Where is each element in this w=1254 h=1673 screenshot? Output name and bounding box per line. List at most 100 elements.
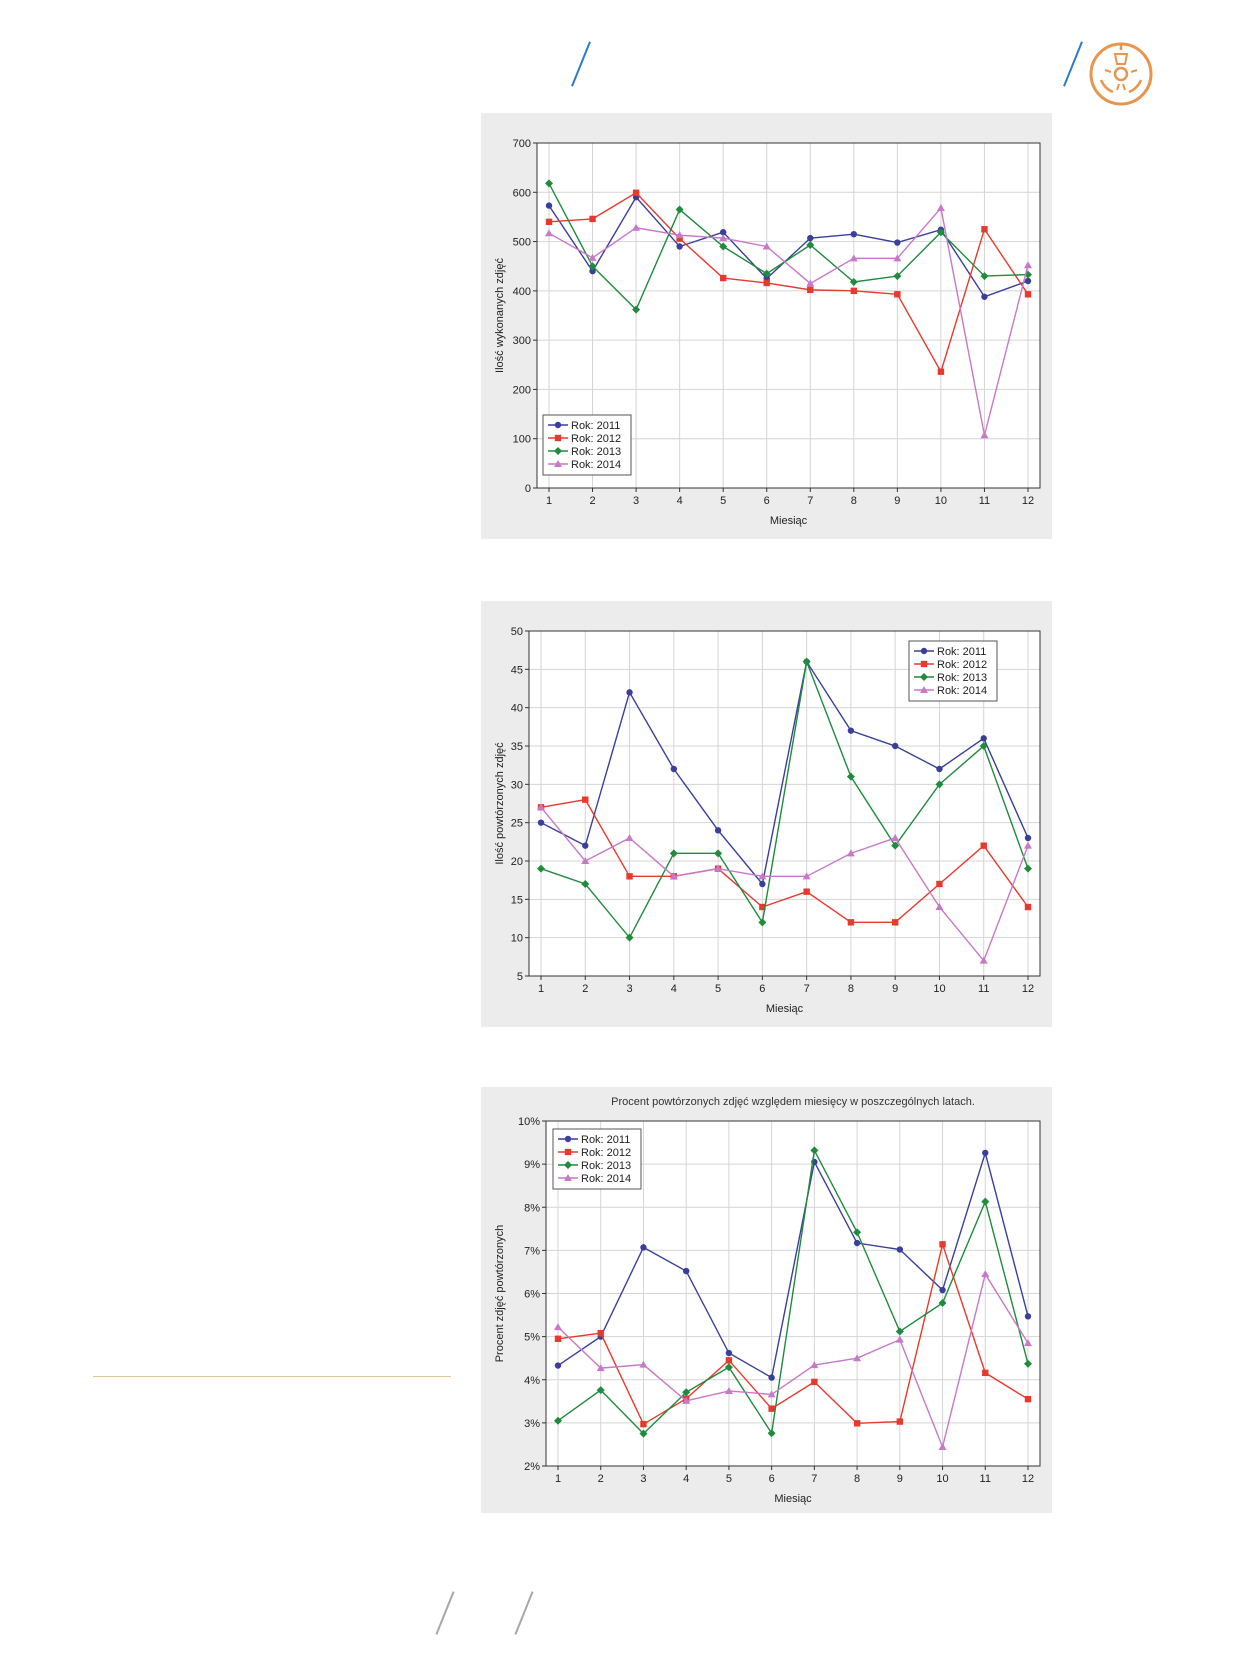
data-point xyxy=(762,242,771,250)
data-point xyxy=(891,841,900,850)
data-point xyxy=(759,880,766,888)
legend-label: Rok: 2014 xyxy=(571,459,621,471)
y-tick-label: 700 xyxy=(513,138,531,150)
data-point xyxy=(895,1335,904,1343)
x-tick-label: 3 xyxy=(640,1473,646,1485)
x-axis-label: Miesiąc xyxy=(770,515,808,527)
legend-swatch-marker xyxy=(554,447,562,455)
legend-label: Rok: 2012 xyxy=(937,659,987,671)
radiation-gear-icon xyxy=(1087,40,1155,108)
data-point xyxy=(893,272,902,281)
x-tick-label: 5 xyxy=(720,495,726,507)
data-point xyxy=(768,1405,775,1412)
data-point xyxy=(981,1270,990,1278)
y-tick-label: 5% xyxy=(524,1332,540,1344)
data-point xyxy=(719,229,727,236)
data-point xyxy=(806,279,815,287)
data-point xyxy=(639,1429,648,1438)
y-tick-label: 6% xyxy=(524,1289,540,1301)
legend-swatch-marker xyxy=(554,421,562,429)
legend-label: Rok: 2013 xyxy=(581,1160,631,1172)
data-point xyxy=(768,1374,775,1381)
series-2014 xyxy=(554,1270,1032,1451)
data-point xyxy=(982,1149,989,1157)
data-point xyxy=(981,293,988,300)
data-point xyxy=(1024,261,1032,269)
legend-label: Rok: 2011 xyxy=(571,420,620,432)
header-slash-right xyxy=(1063,41,1083,87)
data-point xyxy=(759,903,766,911)
legend-swatch-marker xyxy=(564,1135,572,1143)
x-tick-label: 8 xyxy=(848,983,854,995)
data-point xyxy=(719,242,728,251)
data-point xyxy=(847,919,855,926)
data-point xyxy=(719,234,728,242)
x-tick-label: 7 xyxy=(804,983,810,995)
series-line xyxy=(548,191,1029,374)
x-tick-label: 2 xyxy=(589,495,595,507)
x-axis-label: Miesiąc xyxy=(766,1003,804,1015)
y-tick-label: 9% xyxy=(524,1159,540,1171)
series-line xyxy=(540,659,1029,886)
data-point xyxy=(682,1388,691,1397)
series-2013 xyxy=(545,179,1032,314)
header-slash-left xyxy=(571,41,591,87)
data-point xyxy=(1024,270,1032,279)
x-tick-label: 3 xyxy=(626,983,632,995)
data-point xyxy=(1024,841,1032,849)
legend-swatch-marker xyxy=(564,1148,572,1156)
legend-label: Rok: 2012 xyxy=(571,433,621,445)
data-point xyxy=(682,1267,690,1275)
y-tick-label: 20 xyxy=(511,856,523,868)
chart-panel-repeat-percentage: 2% 3% 4% 5% 6% 7% 8% 9% 10% 1 2 3 4 5 6 7 8 9 10 11 12 Miesią… xyxy=(481,1087,1052,1513)
data-point xyxy=(939,1241,946,1248)
y-tick-label: 0 xyxy=(525,483,531,495)
series-line xyxy=(540,806,1029,963)
x-tick-label: 2 xyxy=(582,983,588,995)
x-tick-label: 6 xyxy=(764,495,770,507)
data-point xyxy=(1024,864,1032,873)
data-point xyxy=(589,215,596,223)
x-tick-label: 12 xyxy=(1022,495,1034,507)
y-tick-label: 10 xyxy=(511,933,523,945)
data-point xyxy=(596,1364,605,1372)
data-point xyxy=(853,1420,861,1427)
x-tick-label: 6 xyxy=(769,1473,775,1485)
y-tick-label: 2% xyxy=(524,1461,540,1473)
data-point xyxy=(981,226,988,233)
data-point xyxy=(981,1197,990,1206)
data-point xyxy=(545,179,553,188)
x-tick-label: 5 xyxy=(715,983,721,995)
x-tick-label: 11 xyxy=(978,983,989,995)
data-point xyxy=(982,1369,989,1377)
y-tick-label: 3% xyxy=(524,1418,540,1430)
legend-swatch-marker xyxy=(920,673,928,681)
data-point xyxy=(895,1327,904,1336)
section-separator xyxy=(93,1376,451,1377)
y-axis-label: Procent zdjęć powtórzonych xyxy=(494,1225,506,1363)
y-tick-label: 500 xyxy=(513,237,531,249)
series-2012 xyxy=(554,1241,1032,1428)
y-axis-label: Ilość powtórzonych zdjęć xyxy=(494,742,506,865)
data-point xyxy=(632,223,641,231)
y-tick-label: 45 xyxy=(511,664,523,676)
legend-label: Rok: 2013 xyxy=(937,672,987,684)
chart-panel-photos-repeated: 5 10 15 20 25 30 35 40 45 50 1 2 3 4 5 6 7 8 9 10 11 12 Miesią… xyxy=(481,601,1052,1027)
data-point xyxy=(807,286,814,294)
x-tick-label: 5 xyxy=(726,1473,732,1485)
data-point xyxy=(626,873,633,880)
x-tick-label: 7 xyxy=(811,1473,817,1485)
y-tick-label: 600 xyxy=(513,187,531,199)
series-2013 xyxy=(537,657,1032,942)
data-point xyxy=(846,849,855,857)
data-point xyxy=(980,431,989,439)
legend-label: Rok: 2011 xyxy=(581,1134,630,1146)
legend-label: Rok: 2013 xyxy=(571,446,621,458)
data-point xyxy=(581,857,590,864)
series-line xyxy=(548,196,1029,298)
data-point xyxy=(632,305,641,314)
data-point xyxy=(810,1146,819,1155)
